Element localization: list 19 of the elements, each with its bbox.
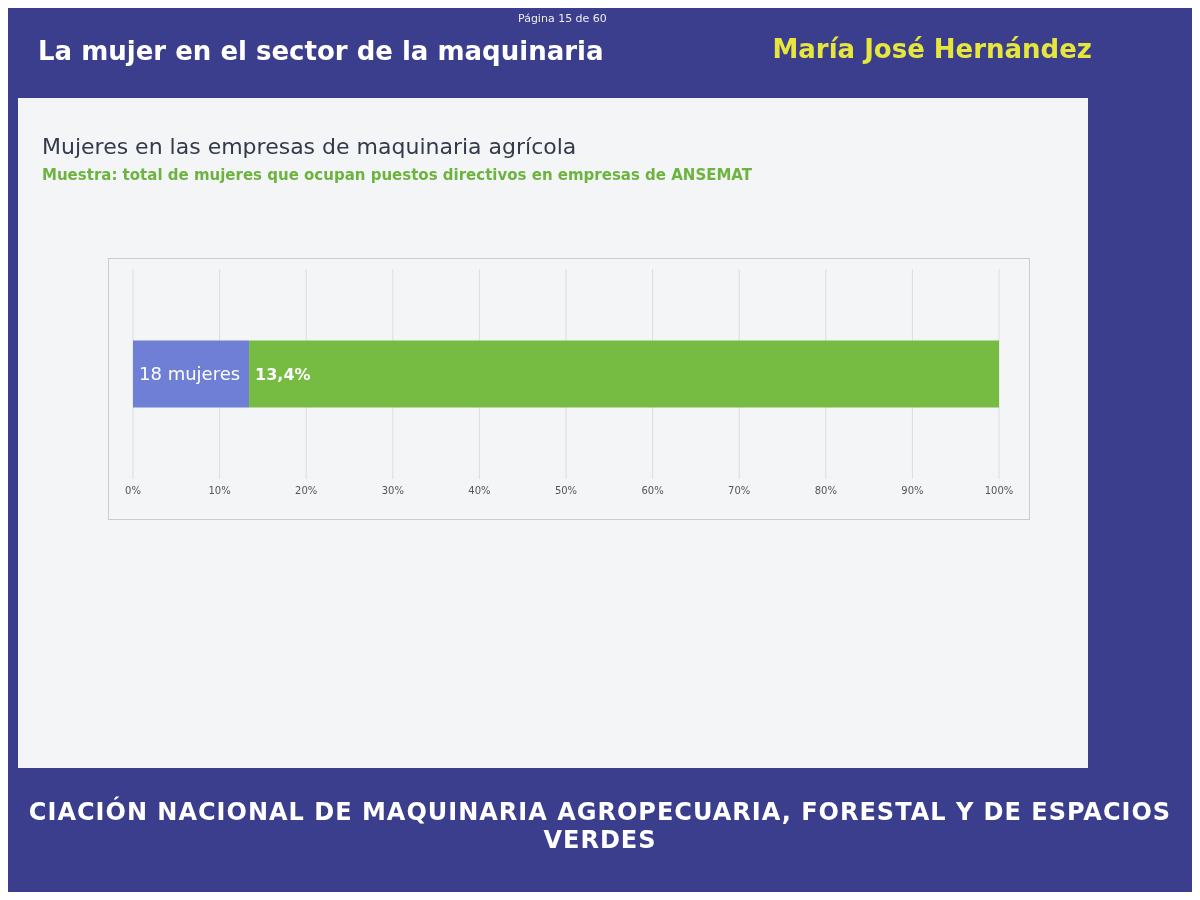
annotation: 18 mujeres <box>139 363 241 384</box>
x-tick-label: 70% <box>728 485 751 497</box>
x-tick-label: 90% <box>901 485 924 497</box>
x-tick-label: 50% <box>554 485 578 497</box>
x-tick-label: 0% <box>125 485 141 497</box>
chart-title: Mujeres en las empresas de maquinaria agrícola <box>42 134 577 159</box>
chart-subtitle: Muestra: total de mujeres que ocupan puestos directivos en empresas de ANSEMAT <box>42 166 753 184</box>
x-tick-label: 80% <box>814 485 837 497</box>
text: CIACIÓN NACIONAL DE MAQUINARIA AGROPECUARIA, FORESTAL Y DE ESPACIOS VERDES <box>27 798 1173 854</box>
text: María José Hernández <box>772 34 1092 64</box>
text: Página 15 de 60 <box>518 12 607 25</box>
x-tick-label: 10% <box>208 485 231 497</box>
text: La mujer en el sector de la maquinaria <box>38 36 604 66</box>
x-tick-label: 40% <box>468 485 491 497</box>
annotation: 13,4% <box>255 365 311 384</box>
x-tick-label: 30% <box>381 485 404 497</box>
x-tick-label: 20% <box>295 485 318 497</box>
x-tick-label: 60% <box>641 485 664 497</box>
x-tick-label: 100% <box>984 485 1014 497</box>
